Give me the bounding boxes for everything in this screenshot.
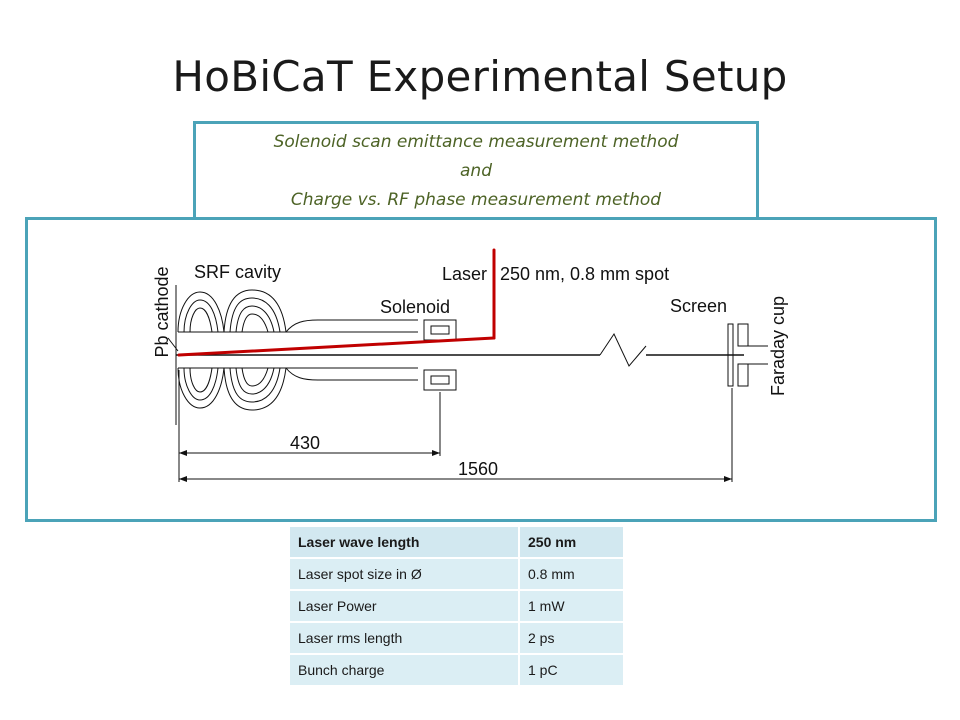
screen-label: Screen [670,296,727,316]
method-line-1: Solenoid scan emittance measurement meth… [273,132,679,152]
srf-cavity-upper [177,289,418,333]
cathode-label: Pb cathode [152,266,172,357]
param-cell: Laser spot size in Ø [290,559,520,591]
faraday-cup-body [737,323,768,387]
method-line-3: Charge vs. RF phase measurement method [290,190,662,210]
solenoid-lower [423,369,457,391]
laser-label: Laser [442,264,487,284]
table-row: Laser spot size in Ø 0.8 mm [290,559,623,591]
setup-diagram-frame: Pb cathode SRF cavity Laser 250 nm, 0.8 … [25,217,937,522]
cathode-arrow [167,337,179,352]
value-cell: 1 pC [520,655,623,687]
solenoid-label: Solenoid [380,297,450,317]
param-cell: Bunch charge [290,655,520,687]
laser-beam-to-cathode [177,336,496,357]
value-cell: 1 mW [520,591,623,623]
dim-1560-label: 1560 [458,459,498,479]
param-cell: Laser rms length [290,623,520,655]
value-cell: 0.8 mm [520,559,623,591]
axis-break [599,332,647,367]
cavity-label: SRF cavity [194,262,281,282]
param-cell: Laser Power [290,591,520,623]
laser-parameters-table: Laser wave length 250 nm Laser spot size… [290,527,623,687]
setup-diagram: Pb cathode SRF cavity Laser 250 nm, 0.8 … [152,248,788,482]
table-row: Laser wave length 250 nm [290,527,623,559]
dim-430-label: 430 [290,433,320,453]
srf-cavity-lower [177,367,418,411]
table-row: Laser rms length 2 ps [290,623,623,655]
method-line-2: and [460,161,492,181]
faraday-cup-label: Faraday cup [768,296,788,396]
value-cell: 250 nm [520,527,623,559]
slide-title: HoBiCaT Experimental Setup [172,52,788,101]
param-cell: Laser wave length [290,527,520,559]
method-box: Solenoid scan emittance measurement meth… [193,121,759,223]
table-row: Laser Power 1 mW [290,591,623,623]
solenoid-upper [423,319,457,341]
laser-spec-label: 250 nm, 0.8 mm spot [500,264,669,284]
table-row: Bunch charge 1 pC [290,655,623,687]
screen-plate [727,323,734,387]
value-cell: 2 ps [520,623,623,655]
